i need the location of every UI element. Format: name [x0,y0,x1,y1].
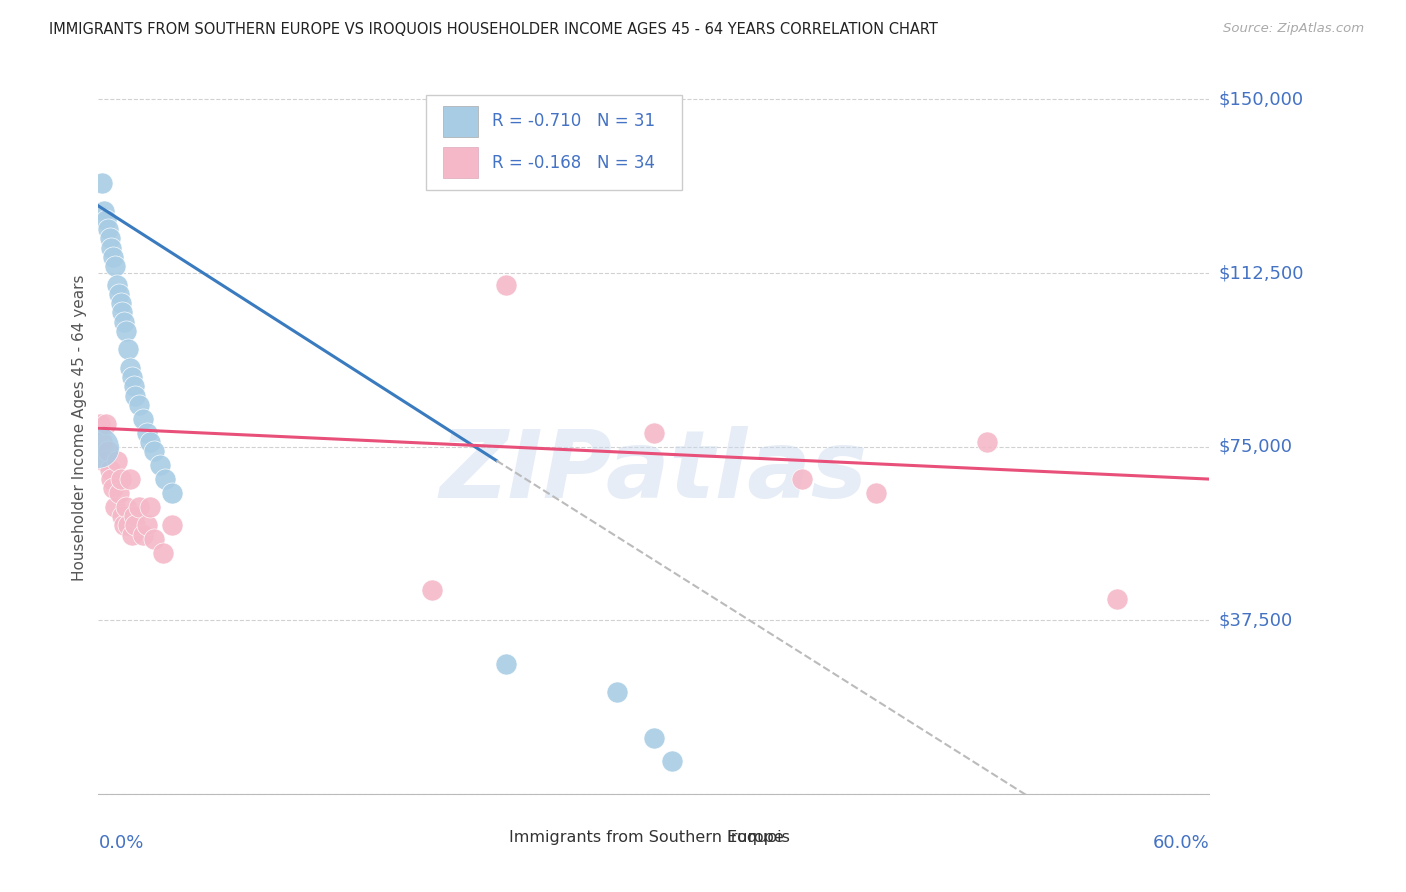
Point [107,486,129,500]
Point [865,486,887,500]
Point [132,527,155,541]
Point [100,472,122,486]
Point [124,389,146,403]
Point [135,425,157,440]
Point [87,440,110,454]
Point [105,453,128,467]
Point [93,453,115,467]
Point [128,398,150,412]
Point [94,212,117,227]
Point [139,435,162,450]
Text: $150,000: $150,000 [1218,90,1303,109]
Point [420,583,443,598]
Point [98,463,121,477]
Text: Iroquois: Iroquois [725,830,790,846]
Point [111,509,134,524]
Point [98,231,121,245]
Point [153,472,176,486]
Point [122,509,145,524]
Bar [682,816,713,845]
Point [103,481,125,495]
Point [152,546,174,560]
Point [104,259,127,273]
Point [139,500,162,514]
Point [115,500,138,514]
Text: 60.0%: 60.0% [1153,834,1209,852]
Text: 0.0%: 0.0% [98,834,143,852]
Bar [443,147,478,178]
Text: ZIPatlas: ZIPatlas [440,426,868,518]
Point [91,435,114,450]
Point [112,518,135,533]
Text: $37,500: $37,500 [1218,611,1292,629]
Point [162,486,184,500]
Text: IMMIGRANTS FROM SOUTHERN EUROPE VS IROQUOIS HOUSEHOLDER INCOME AGES 45 - 64 YEAR: IMMIGRANTS FROM SOUTHERN EUROPE VS IROQU… [49,22,938,37]
Point [110,296,132,310]
Point [495,657,517,672]
Point [132,412,155,426]
Point [143,533,166,547]
Point [495,277,517,292]
Point [148,458,170,473]
Point [121,527,143,541]
Point [643,425,665,440]
Point [661,755,683,769]
Point [93,203,115,218]
Point [122,379,145,393]
Point [104,500,127,514]
Point [112,315,135,329]
Text: $112,500: $112,500 [1218,264,1303,282]
Point [107,286,129,301]
Text: Immigrants from Southern Europe: Immigrants from Southern Europe [509,830,785,846]
Point [117,343,139,357]
Point [91,176,114,190]
Point [97,444,120,458]
Point [128,500,150,514]
Point [100,241,122,255]
Point [97,222,120,236]
Bar [465,816,496,845]
Point [976,435,998,450]
Point [143,444,166,458]
Point [111,305,134,319]
Point [110,472,132,486]
Point [118,361,141,376]
Text: $75,000: $75,000 [1218,438,1292,456]
Point [89,417,111,431]
Point [117,518,139,533]
Point [1105,592,1128,607]
Point [606,685,628,699]
Point [94,417,117,431]
Point [121,370,143,384]
Point [115,324,138,338]
Point [790,472,813,486]
Point [105,277,128,292]
Text: R = -0.710   N = 31: R = -0.710 N = 31 [492,112,655,130]
Bar [443,106,478,136]
Point [103,250,125,264]
Point [162,518,184,533]
Point [135,518,157,533]
Text: R = -0.168   N = 34: R = -0.168 N = 34 [492,153,655,171]
Y-axis label: Householder Income Ages 45 - 64 years: Householder Income Ages 45 - 64 years [72,275,87,582]
Point [124,518,146,533]
Point [118,472,141,486]
Text: Source: ZipAtlas.com: Source: ZipAtlas.com [1223,22,1364,36]
FancyBboxPatch shape [426,95,682,191]
Point [643,731,665,746]
